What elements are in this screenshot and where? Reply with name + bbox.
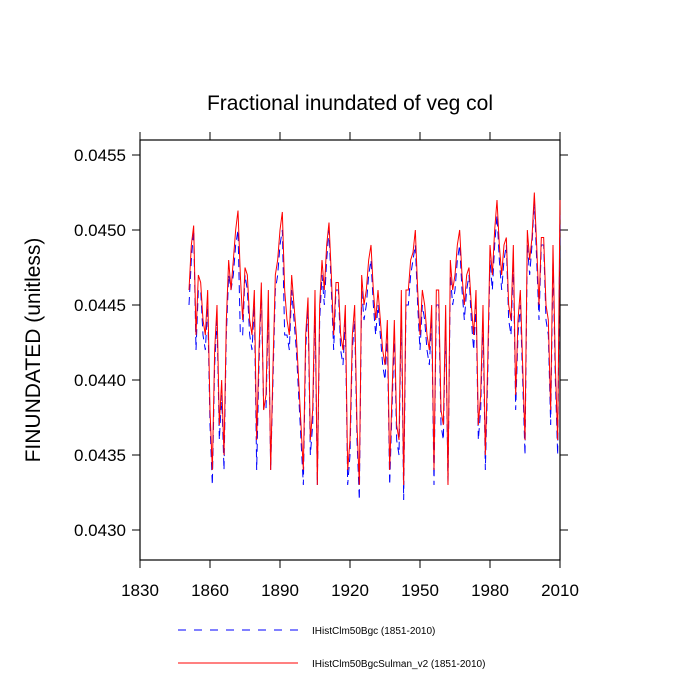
x-tick-label: 1830 <box>121 581 159 600</box>
y-tick-label: 0.0455 <box>74 146 126 165</box>
series-line <box>188 192 561 486</box>
y-tick-label: 0.0440 <box>74 371 126 390</box>
y-tick-label: 0.0435 <box>74 446 126 465</box>
legend-label: IHistClm50Bgc (1851-2010) <box>312 626 435 637</box>
y-tick-label: 0.0445 <box>74 296 126 315</box>
y-axis-label: FINUNDATED (unitless) <box>22 238 45 463</box>
x-tick-label: 1890 <box>261 581 299 600</box>
series-line <box>188 199 561 501</box>
chart-title: Fractional inundated of veg col <box>207 92 493 115</box>
x-tick-label: 1860 <box>191 581 229 600</box>
x-tick-label: 1950 <box>401 581 439 600</box>
legend-label: IHistClm50BgcSulman_v2 (1851-2010) <box>312 659 485 670</box>
x-tick-label: 1920 <box>331 581 369 600</box>
x-tick-label: 2010 <box>541 581 579 600</box>
y-tick-label: 0.0430 <box>74 521 126 540</box>
x-tick-label: 1980 <box>471 581 509 600</box>
y-tick-label: 0.0450 <box>74 221 126 240</box>
